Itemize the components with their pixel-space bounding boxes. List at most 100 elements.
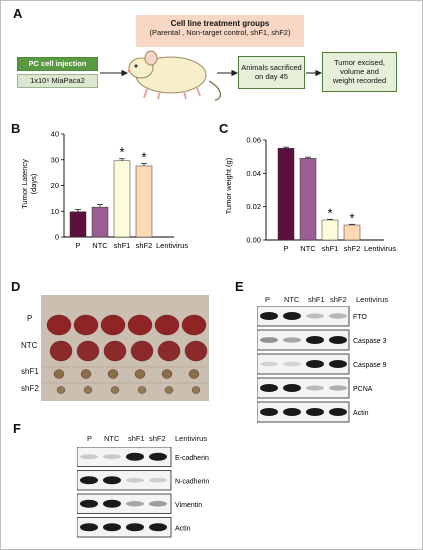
tumor-2-3 xyxy=(134,369,146,379)
band xyxy=(126,523,144,532)
tumor-3-3 xyxy=(137,386,147,394)
blot-label-fto: FTO xyxy=(353,314,367,321)
y-tick-label: 0.02 xyxy=(246,202,261,211)
tumor-3-2 xyxy=(110,386,120,394)
tumor-photo xyxy=(41,295,209,401)
band xyxy=(283,312,301,320)
tumor-2-1 xyxy=(80,369,92,379)
photo-row-label-shf1: shF1 xyxy=(21,367,39,376)
bar-shF1 xyxy=(321,219,339,241)
bar-shF2 xyxy=(343,224,361,241)
x-tick-label-NTC: NTC xyxy=(300,244,316,253)
band xyxy=(260,361,278,367)
bar-NTC xyxy=(299,158,317,241)
f-header-p: P xyxy=(87,434,93,443)
band xyxy=(103,476,121,485)
band xyxy=(283,361,301,367)
band xyxy=(126,477,144,483)
blot-strip xyxy=(77,447,172,467)
band xyxy=(80,499,98,508)
x-tick-label-shF2: shF2 xyxy=(136,241,153,250)
bar-P xyxy=(69,211,87,238)
panel-label-b: B xyxy=(11,121,21,136)
tumor-1-5 xyxy=(184,340,208,362)
tumor-box: Tumor excised, volume and weight recorde… xyxy=(322,52,397,92)
bar-shF1 xyxy=(113,160,131,238)
tumor-0-5 xyxy=(181,314,207,336)
blot-strip xyxy=(77,470,172,491)
blot-label-caspase-9: Caspase 9 xyxy=(353,362,387,369)
blot-strip xyxy=(77,517,172,538)
latency-chart: 0 10 20 30 40 P NTC * shF1 * shF2 Lentivirus Tumor L… xyxy=(20,130,188,251)
significance-star: * xyxy=(327,205,332,220)
tumor-3-4 xyxy=(164,386,174,394)
band xyxy=(149,452,167,461)
blot-strip xyxy=(257,377,350,399)
band xyxy=(306,336,324,344)
y-tick-label: 20 xyxy=(51,181,59,190)
tumor-0-4 xyxy=(154,314,180,336)
tumor-line-3: weight recorded xyxy=(332,76,387,85)
tumor-1-1 xyxy=(76,340,100,362)
e-header-shf2: shF2 xyxy=(330,295,347,304)
mouse-icon xyxy=(127,50,222,101)
treatment-groups-box: Cell line treatment groups (Parental , N… xyxy=(136,15,304,47)
sacrifice-line-1: Animals sacrificed xyxy=(241,63,302,72)
blot-label-caspase-3: Caspase 3 xyxy=(353,338,387,345)
tumor-2-5 xyxy=(188,369,200,379)
band xyxy=(329,360,347,368)
band xyxy=(329,336,347,344)
band xyxy=(149,523,167,532)
f-header-shf1: shF1 xyxy=(128,434,145,443)
photo-row-label-ntc: NTC xyxy=(21,341,38,350)
band xyxy=(283,408,301,416)
bar-shF2 xyxy=(135,165,153,238)
sacrifice-line-2: on day 45 xyxy=(255,72,288,81)
panel-label-a: A xyxy=(13,6,23,21)
blot-strip xyxy=(257,353,350,375)
band xyxy=(306,360,324,368)
tumor-2-0 xyxy=(53,369,65,379)
tumor-1-3 xyxy=(130,340,154,362)
y-tick-label: 0 xyxy=(55,233,59,242)
band xyxy=(80,454,98,460)
photo-row-label-shf2: shF2 xyxy=(21,384,39,393)
blot-strip xyxy=(257,401,350,423)
sacrifice-box: Animals sacrificed on day 45 xyxy=(238,56,305,89)
band xyxy=(103,454,121,460)
bar-NTC xyxy=(91,206,109,238)
significance-star: * xyxy=(119,145,124,160)
tumor-1-4 xyxy=(157,340,181,362)
tumor-3-5 xyxy=(191,386,201,394)
x-tick-label-P: P xyxy=(75,241,80,250)
panel-label-e: E xyxy=(235,279,244,294)
y-tick-label: 10 xyxy=(51,207,59,216)
blot-svg: FTO Caspase 3 Caspase 9 PCNA Actin xyxy=(257,306,387,423)
panel-label-f: F xyxy=(13,421,21,436)
e-header-ntc: NTC xyxy=(284,295,300,304)
panel-a-arrows-and-mouse xyxy=(100,50,323,101)
treatment-groups-title: Cell line treatment groups xyxy=(170,19,270,28)
x-tick-label-NTC: NTC xyxy=(92,241,108,250)
y-tick-label: 30 xyxy=(51,155,59,164)
band xyxy=(103,499,121,508)
weight-chart: 0.00 0.02 0.04 0.06 P NTC * shF1 * shF2 Lentivirus… xyxy=(224,136,396,254)
tumor-photo-svg xyxy=(41,295,209,401)
x-tick-label-shF1: shF1 xyxy=(114,241,131,250)
tumor-2-4 xyxy=(161,369,173,379)
y-tick-label: 40 xyxy=(51,130,59,139)
band xyxy=(149,477,167,483)
band xyxy=(260,384,278,392)
y-tick-label: 0.04 xyxy=(246,169,261,178)
band xyxy=(329,313,347,319)
significance-star: * xyxy=(141,150,146,165)
e-header-lentivirus: Lentivirus xyxy=(356,295,389,304)
bar-P xyxy=(277,148,295,241)
band xyxy=(149,500,167,507)
x-tick-label-shF1: shF1 xyxy=(322,244,339,253)
tumor-0-1 xyxy=(73,314,99,336)
band xyxy=(283,384,301,392)
blot-strip xyxy=(257,306,350,327)
blot-label-actin: Actin xyxy=(353,410,369,417)
